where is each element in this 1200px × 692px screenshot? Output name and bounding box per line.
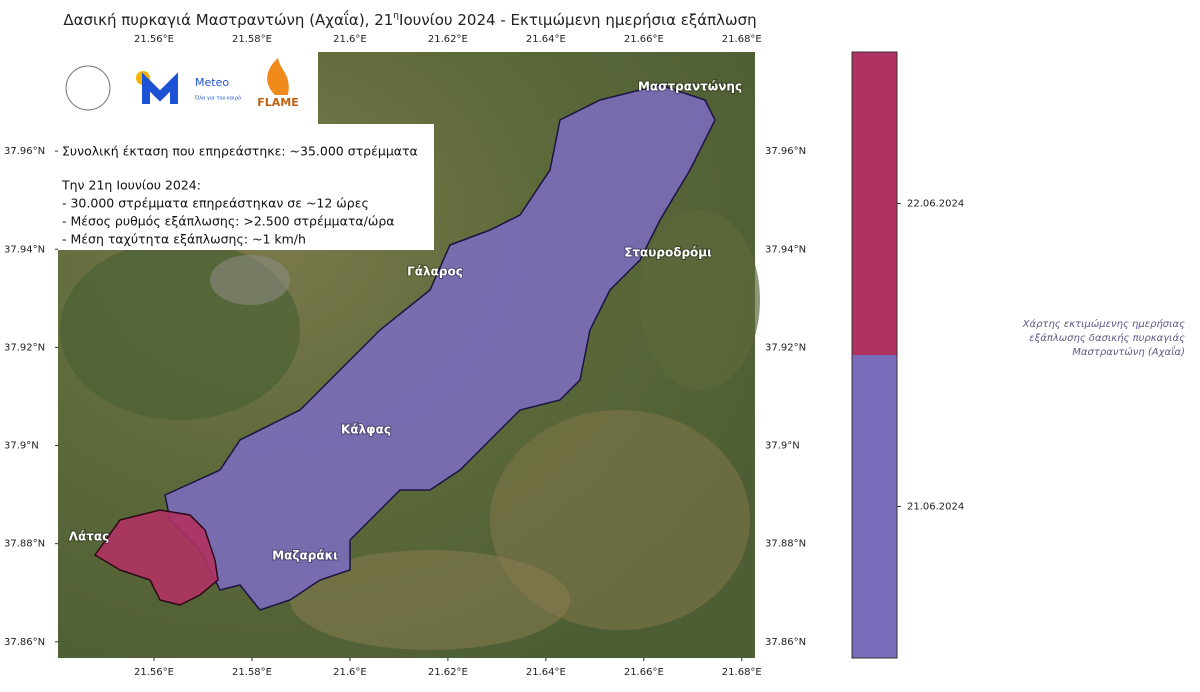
- colorbar-segment: [852, 355, 897, 658]
- place-label: Κάλφας: [341, 423, 391, 437]
- x-tick-label: 21.58°E: [232, 667, 272, 678]
- title-sup: η: [393, 11, 399, 21]
- x-tick-label: 21.64°E: [526, 667, 566, 678]
- terrain: [640, 210, 760, 390]
- place-label: Σταυροδρόμι: [624, 246, 712, 260]
- info-item: - 30.000 στρέμματα επηρεάστηκαν σε ~12 ώ…: [62, 196, 369, 211]
- terrain: [490, 410, 750, 630]
- colorbar-caption: Χάρτης εκτιμώμενης ημερήσιας εξάπλωσης δ…: [1022, 319, 1185, 358]
- x-tick-label: 21.6°E: [333, 34, 367, 45]
- x-tick-label: 21.58°E: [232, 34, 272, 45]
- colorbar-label: 21.06.2024: [907, 502, 964, 513]
- colorbar-frame: [851, 51, 898, 659]
- logo-meteo-mark: [142, 72, 178, 104]
- y-tick-label: 37.88°N: [4, 539, 45, 550]
- y-tick-label: 37.94°N: [765, 244, 806, 255]
- x-tick-label: 21.68°E: [722, 34, 762, 45]
- logo-meteo-tagline: Όλα για τον καιρό: [194, 95, 241, 102]
- info-item: - Μέση ταχύτητα εξάπλωσης: ~1 km/h: [62, 232, 306, 247]
- place-label: Γάλαρος: [407, 265, 463, 279]
- info-item: - Μέσος ρυθμός εξάπλωσης: >2.500 στρέμμα…: [62, 214, 395, 229]
- colorbar-segment: [852, 52, 897, 355]
- terrain: [210, 255, 290, 305]
- info-total: Συνολική έκταση που επηρεάστηκε: ~35.000…: [62, 144, 418, 159]
- y-tick-label: 37.86°N: [765, 637, 806, 648]
- burned-area-21-06: [164, 84, 716, 611]
- y-tick-label: 37.92°N: [765, 342, 806, 353]
- terrain: [290, 550, 570, 650]
- info-box: [58, 124, 434, 250]
- x-tick-label: 21.62°E: [428, 34, 468, 45]
- x-tick-label: 21.64°E: [526, 34, 566, 45]
- place-label: Μαστραντώνης: [638, 80, 742, 94]
- y-tick-label: 37.94°N: [4, 244, 45, 255]
- title-rest: Ιουνίου 2024 - Εκτιμώμενη ημερήσια εξάπλ…: [399, 11, 757, 29]
- map: Μαστραντώνης Σταυροδρόμι Γάλαρος Κάλφας …: [58, 52, 760, 658]
- logo-flame: FLAME: [257, 96, 299, 109]
- colorbar: 22.06.2024 21.06.2024: [851, 51, 964, 659]
- y-tick-label: 37.9°N: [765, 441, 800, 452]
- title-text: Δασική πυρκαγιά Μαστραντώνη (Αχαΐα), 21: [63, 9, 393, 29]
- x-tick-label: 21.68°E: [722, 667, 762, 678]
- y-tick-label: 37.86°N: [4, 637, 45, 648]
- place-label: Μαζαράκι: [272, 549, 338, 563]
- x-tick-label: 21.56°E: [134, 667, 174, 678]
- logo-university: [65, 65, 111, 111]
- y-tick-label: 37.96°N: [4, 146, 45, 157]
- y-tick-label: 37.9°N: [4, 441, 39, 452]
- place-label: Λάτας: [69, 530, 110, 544]
- x-tick-label: 21.6°E: [333, 667, 367, 678]
- colorbar-label: 22.06.2024: [907, 199, 964, 210]
- logo-meteo: Meteo: [195, 76, 229, 89]
- y-tick-label: 37.92°N: [4, 342, 45, 353]
- y-tick-label: 37.96°N: [765, 146, 806, 157]
- burned-area-22-06: [93, 509, 219, 606]
- x-tick-label: 21.66°E: [624, 667, 664, 678]
- logo-flame-icon: [267, 58, 289, 95]
- x-tick-label: 21.66°E: [624, 34, 664, 45]
- y-tick-label: 37.88°N: [765, 539, 806, 550]
- x-tick-label: 21.56°E: [134, 34, 174, 45]
- title: Δασική πυρκαγιά Μαστραντώνη (Αχαΐα), 21η…: [63, 9, 756, 29]
- x-tick-label: 21.62°E: [428, 667, 468, 678]
- info-heading: Την 21η Ιουνίου 2024:: [61, 178, 201, 193]
